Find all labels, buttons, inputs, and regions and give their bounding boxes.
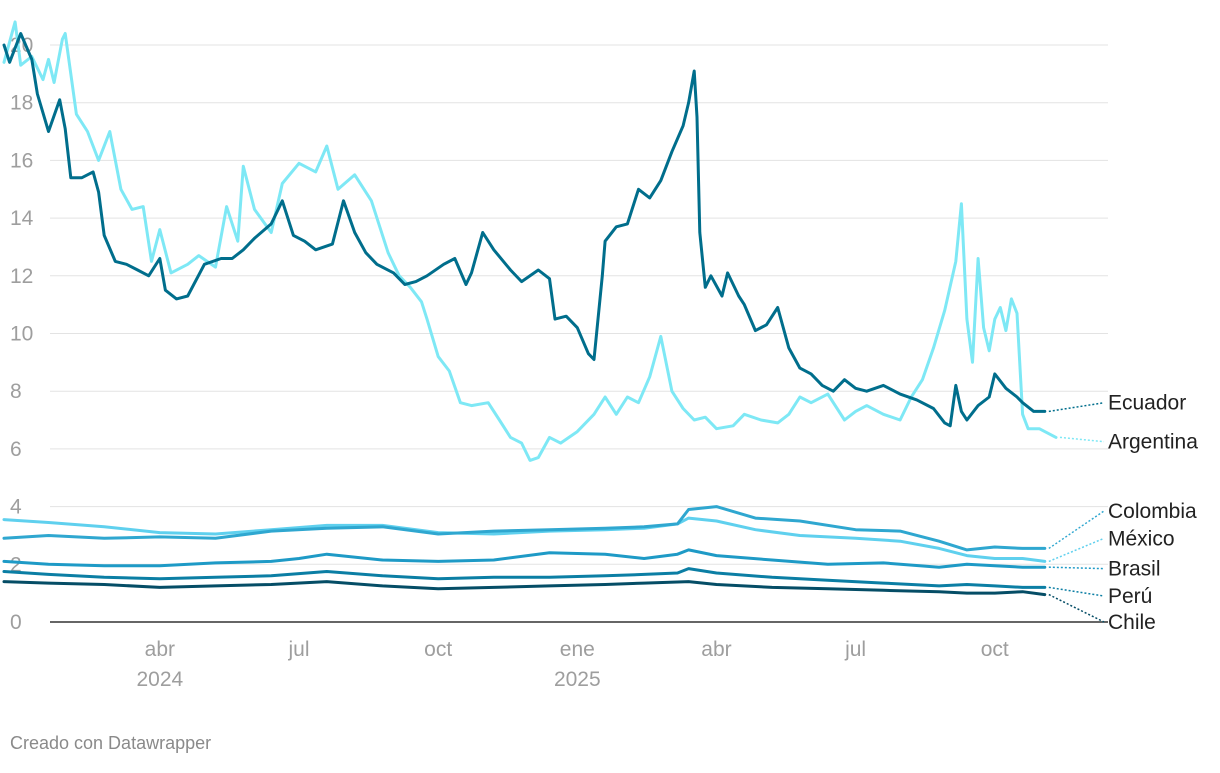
y-tick-label: 14 [10, 207, 34, 230]
label-connector-ecuador [1048, 401, 1105, 413]
credit-text: Creado con Datawrapper [10, 733, 212, 753]
y-tick-label: 12 [10, 265, 33, 288]
x-tick-label: abr [701, 638, 731, 661]
y-tick-label: 0 [10, 611, 22, 634]
x-tick-year-label: 2025 [554, 668, 601, 691]
label-connector-chile [1048, 593, 1105, 623]
series-label-argentina: Argentina [1108, 431, 1198, 454]
series-label-mexico: México [1108, 527, 1175, 550]
y-tick-label: 4 [10, 496, 22, 519]
series-lines [2, 20, 1058, 597]
series-label-brasil: Brasil [1108, 558, 1161, 581]
label-connector-colombia [1048, 510, 1105, 550]
x-tick-label: jul [844, 638, 866, 661]
y-tick-label: 10 [10, 323, 33, 346]
y-tick-label: 16 [10, 149, 33, 172]
x-tick-year-label: 2024 [136, 668, 183, 691]
series-labels: Chile Perú Brasil México Colombia Argentina Ec… [1048, 392, 1198, 634]
series-line-colombia [2, 505, 1047, 552]
label-connector-mexico [1048, 537, 1105, 563]
x-tick-label: oct [424, 638, 452, 661]
series-label-colombia: Colombia [1108, 500, 1197, 523]
y-tick-label: 18 [10, 92, 33, 115]
y-tick-label: 2 [10, 553, 22, 576]
series-line-peru [2, 567, 1047, 589]
series-label-peru: Perú [1108, 585, 1152, 608]
label-connector-brasil [1048, 566, 1105, 570]
x-axis-ticks: abr 2024 jul oct ene 2025 abr jul oct [136, 638, 1008, 691]
series-label-ecuador: Ecuador [1108, 392, 1186, 415]
x-tick-label: abr [145, 638, 175, 661]
x-tick-label: jul [287, 638, 309, 661]
label-connector-argentina [1059, 436, 1105, 443]
series-line-argentina [2, 20, 1058, 462]
x-tick-label: oct [981, 638, 1009, 661]
label-connector-peru [1048, 586, 1105, 597]
y-tick-label: 8 [10, 380, 22, 403]
series-label-chile: Chile [1108, 611, 1156, 634]
series-line-chile [2, 580, 1047, 597]
y-tick-label: 6 [10, 438, 22, 461]
series-line-brasil [2, 548, 1047, 569]
series-line-ecuador [2, 32, 1047, 428]
x-tick-label: ene [560, 638, 595, 661]
